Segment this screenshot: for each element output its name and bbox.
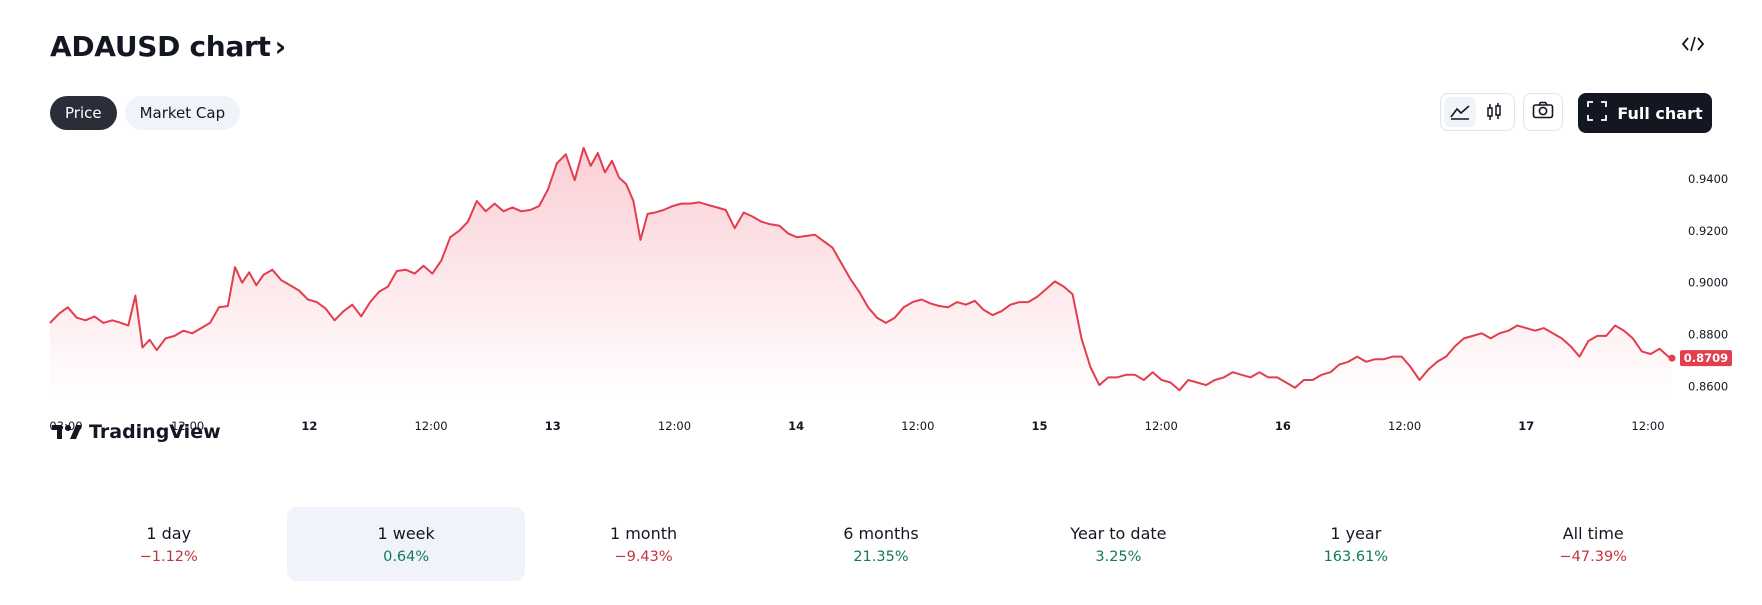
- tab-price[interactable]: Price: [50, 96, 117, 130]
- period-change: 3.25%: [1095, 548, 1142, 565]
- period-label: Year to date: [1070, 523, 1167, 543]
- y-tick-label: 0.8600: [1688, 379, 1728, 393]
- period-1-year[interactable]: 1 year 163.61%: [1237, 507, 1474, 581]
- period-label: 1 month: [609, 523, 678, 543]
- period-year-to-date[interactable]: Year to date 3.25%: [1000, 507, 1237, 581]
- x-tick-label: 15: [1032, 419, 1048, 433]
- x-tick-label: 14: [788, 419, 804, 433]
- y-tick-label: 0.8800: [1688, 328, 1728, 342]
- period-label: All time: [1562, 523, 1624, 543]
- full-chart-label: Full chart: [1617, 103, 1703, 123]
- x-tick-label: 17: [1518, 419, 1534, 433]
- x-tick-label: 12:00: [658, 419, 691, 433]
- last-price-value: 0.8709: [1684, 351, 1728, 365]
- tab-market-cap[interactable]: Market Cap: [124, 96, 241, 130]
- candles-icon[interactable]: [1478, 97, 1510, 127]
- x-tick-label: 12:00: [1388, 419, 1421, 433]
- period-label: 6 months: [843, 523, 919, 543]
- last-price-label: 0.8709: [1680, 350, 1732, 367]
- period-1-week[interactable]: 1 week 0.64%: [287, 507, 525, 581]
- x-tick-label: 12: [301, 419, 317, 433]
- period-label: 1 day: [146, 523, 192, 543]
- camera-icon: [1532, 101, 1554, 123]
- y-tick-label: 0.9400: [1688, 172, 1728, 186]
- x-tick-label: 12:00: [1145, 419, 1178, 433]
- y-axis: 0.9400 0.9200 0.9000 0.8800 0.8600: [1688, 172, 1728, 394]
- x-tick-label: 12:00: [1631, 419, 1664, 433]
- period-change: −9.43%: [614, 548, 673, 565]
- chart-title[interactable]: ADAUSD chart ›: [50, 30, 286, 63]
- price-series-line: [49, 146, 1673, 392]
- period-change: 21.35%: [853, 548, 909, 565]
- x-tick-label: 13: [545, 419, 561, 433]
- y-tick-label: 0.9000: [1688, 276, 1728, 290]
- period-6-months[interactable]: 6 months 21.35%: [762, 507, 999, 581]
- chart-tabs: Price Market Cap: [50, 96, 241, 130]
- chart-title-text: ADAUSD chart: [50, 30, 271, 63]
- period-label: 1 week: [377, 523, 435, 543]
- period-change: 163.61%: [1323, 548, 1389, 565]
- chevron-right-icon: ›: [274, 30, 287, 63]
- period-label: 1 year: [1330, 523, 1382, 543]
- x-axis: 03:0012:001212:001312:001412:001512:0016…: [49, 419, 1664, 433]
- period-change: −47.39%: [1559, 548, 1627, 565]
- price-area-fill: [50, 147, 1672, 402]
- period-change: −1.12%: [139, 548, 198, 565]
- last-price-dot: [1668, 354, 1676, 362]
- chart-style-group: [1440, 93, 1515, 131]
- performance-periods: 1 day −1.12% 1 week 0.64% 1 month −9.43%…: [50, 507, 1712, 581]
- snapshot-button[interactable]: [1523, 93, 1563, 131]
- x-tick-label: 12:00: [171, 419, 204, 433]
- full-chart-button[interactable]: Full chart: [1578, 93, 1712, 133]
- tradingview-logo-mark: [52, 425, 82, 439]
- period-1-month[interactable]: 1 month −9.43%: [525, 507, 762, 581]
- area-chart-icon[interactable]: [1444, 97, 1476, 127]
- x-tick-label: 12:00: [901, 419, 934, 433]
- code-icon[interactable]: [1681, 36, 1705, 57]
- period-1-day[interactable]: 1 day −1.12%: [50, 507, 287, 581]
- period-change: 0.64%: [383, 548, 430, 565]
- fullscreen-icon: [1587, 101, 1608, 125]
- tradingview-logo[interactable]: TradingView: [52, 421, 221, 443]
- x-tick-label: 12:00: [414, 419, 447, 433]
- y-tick-label: 0.9200: [1688, 224, 1728, 238]
- tradingview-wordmark: TradingView: [89, 421, 221, 443]
- period-all-time[interactable]: All time −47.39%: [1475, 507, 1712, 581]
- x-tick-label: 16: [1275, 419, 1291, 433]
